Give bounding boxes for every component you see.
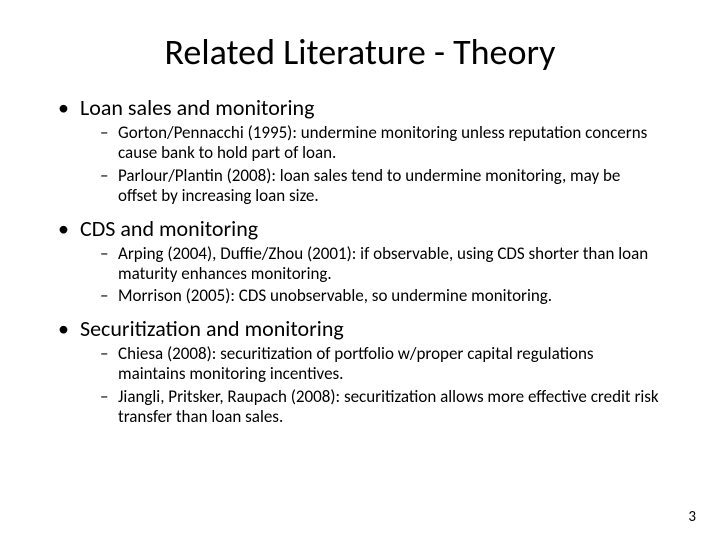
sub-bullet-text: Gorton/Pennacchi (1995): undermine monit… xyxy=(118,123,660,164)
bullet-text: Securitization and monitoring xyxy=(80,315,344,342)
sub-bullet: – Gorton/Pennacchi (1995): undermine mon… xyxy=(100,123,660,164)
dash-icon: – xyxy=(100,344,118,385)
sub-bullet-text: Chiesa (2008): securitization of portfol… xyxy=(118,344,660,385)
bullet-dot-icon: • xyxy=(58,215,80,242)
sub-bullet: – Jiangli, Pritsker, Raupach (2008): sec… xyxy=(100,387,660,428)
dash-icon: – xyxy=(100,166,118,207)
bullet-dot-icon: • xyxy=(58,315,80,342)
dash-icon: – xyxy=(100,387,118,428)
bullet-loan-sales: • Loan sales and monitoring xyxy=(58,94,670,121)
dash-icon: – xyxy=(100,244,118,285)
bullet-cds: • CDS and monitoring xyxy=(58,215,670,242)
bullet-text: CDS and monitoring xyxy=(80,215,258,242)
sub-bullet: – Parlour/Plantin (2008): loan sales ten… xyxy=(100,166,660,207)
sub-bullet-text: Morrison (2005): CDS unobservable, so un… xyxy=(118,286,552,306)
sub-bullet: – Morrison (2005): CDS unobservable, so … xyxy=(100,286,660,306)
bullet-dot-icon: • xyxy=(58,94,80,121)
sub-bullet-text: Parlour/Plantin (2008): loan sales tend … xyxy=(118,166,660,207)
bullet-text: Loan sales and monitoring xyxy=(80,94,314,121)
dash-icon: – xyxy=(100,123,118,164)
dash-icon: – xyxy=(100,286,118,306)
slide-title: Related Literature - Theory xyxy=(50,30,670,74)
page-number: 3 xyxy=(688,508,696,526)
sub-bullet-text: Arping (2004), Duffie/Zhou (2001): if ob… xyxy=(118,244,660,285)
sub-bullet: – Chiesa (2008): securitization of portf… xyxy=(100,344,660,385)
sub-bullet-text: Jiangli, Pritsker, Raupach (2008): secur… xyxy=(118,387,660,428)
sub-bullet: – Arping (2004), Duffie/Zhou (2001): if … xyxy=(100,244,660,285)
bullet-securitization: • Securitization and monitoring xyxy=(58,315,670,342)
